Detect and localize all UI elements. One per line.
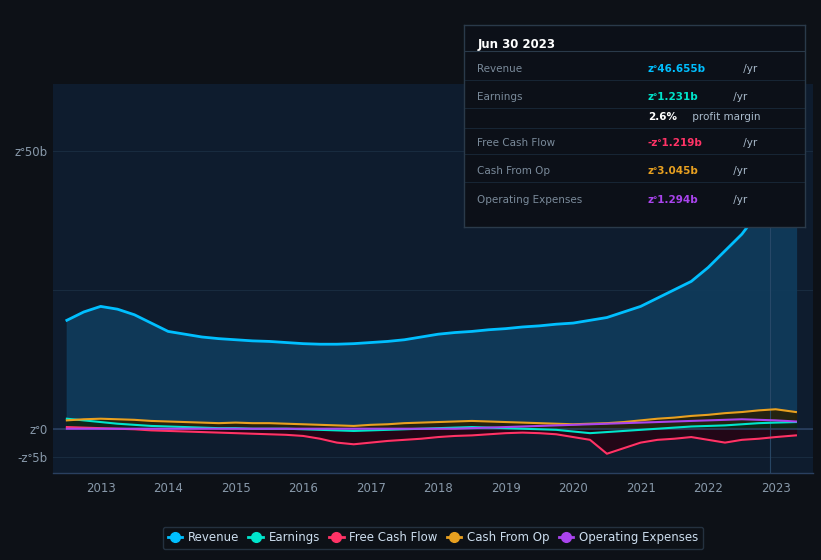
Text: Free Cash Flow: Free Cash Flow (478, 138, 556, 148)
Text: zᐤ3.045b: zᐤ3.045b (648, 166, 699, 176)
Text: 2.6%: 2.6% (648, 112, 677, 122)
Text: zᐤ46.655b: zᐤ46.655b (648, 63, 706, 73)
Text: zᐤ1.294b: zᐤ1.294b (648, 194, 699, 204)
Text: /yr: /yr (730, 194, 747, 204)
Legend: Revenue, Earnings, Free Cash Flow, Cash From Op, Operating Expenses: Revenue, Earnings, Free Cash Flow, Cash … (163, 526, 704, 549)
Text: profit margin: profit margin (689, 112, 760, 122)
Text: Operating Expenses: Operating Expenses (478, 194, 583, 204)
Text: -zᐤ1.219b: -zᐤ1.219b (648, 138, 703, 148)
Text: Cash From Op: Cash From Op (478, 166, 551, 176)
Text: /yr: /yr (730, 166, 747, 176)
Text: /yr: /yr (730, 92, 747, 102)
Text: /yr: /yr (740, 63, 757, 73)
Text: Jun 30 2023: Jun 30 2023 (478, 38, 556, 52)
Text: Revenue: Revenue (478, 63, 523, 73)
Text: zᐤ1.231b: zᐤ1.231b (648, 92, 699, 102)
Text: /yr: /yr (740, 138, 757, 148)
Text: Earnings: Earnings (478, 92, 523, 102)
